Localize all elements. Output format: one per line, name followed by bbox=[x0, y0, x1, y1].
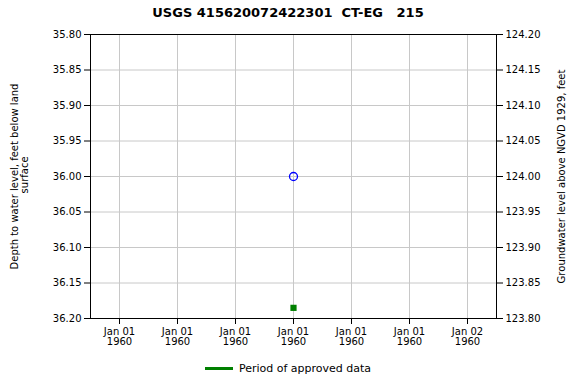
svg-text:35.80: 35.80 bbox=[53, 29, 82, 40]
svg-text:Jan 011960: Jan 011960 bbox=[335, 326, 367, 347]
svg-text:35.85: 35.85 bbox=[53, 64, 82, 75]
svg-text:Jan 011960: Jan 011960 bbox=[219, 326, 251, 347]
html-text:Period of approved data: Period of approved data bbox=[238, 361, 372, 375]
svg-text:36.15: 36.15 bbox=[53, 277, 82, 288]
svg-text:36.00: 36.00 bbox=[53, 171, 82, 182]
svg-text:124.20: 124.20 bbox=[506, 29, 541, 40]
svg-text:124.10: 124.10 bbox=[506, 100, 541, 111]
svg-text:36.05: 36.05 bbox=[53, 206, 82, 217]
svg-text:124.05: 124.05 bbox=[506, 135, 541, 146]
svg-text:123.90: 123.90 bbox=[506, 242, 541, 253]
svg-text:123.85: 123.85 bbox=[506, 277, 541, 288]
svg-text:Jan 011960: Jan 011960 bbox=[103, 326, 135, 347]
svg-text:Groundwater level above NGVD 1: Groundwater level above NGVD 1929, feet bbox=[556, 70, 567, 284]
svg-text:124.15: 124.15 bbox=[506, 64, 541, 75]
svg-text:Jan 011960: Jan 011960 bbox=[161, 326, 193, 347]
svg-text:Depth to water level, feet bel: Depth to water level, feet below land su… bbox=[9, 84, 30, 270]
svg-text:123.95: 123.95 bbox=[506, 206, 541, 217]
svg-text:36.20: 36.20 bbox=[53, 313, 82, 324]
svg-text:36.10: 36.10 bbox=[53, 242, 82, 253]
svg-text:Jan 021960: Jan 021960 bbox=[451, 326, 483, 347]
svg-text:Jan 011960: Jan 011960 bbox=[393, 326, 425, 347]
svg-text:35.95: 35.95 bbox=[53, 135, 82, 146]
html-text:USGS 415620072422301 CT-EG 215: USGS 415620072422301 CT-EG 215 bbox=[152, 5, 424, 20]
svg-text:123.80: 123.80 bbox=[506, 313, 541, 324]
svg-text:Jan 011960: Jan 011960 bbox=[277, 326, 309, 347]
svg-text:124.00: 124.00 bbox=[506, 171, 541, 182]
svg-text:35.90: 35.90 bbox=[53, 100, 82, 111]
